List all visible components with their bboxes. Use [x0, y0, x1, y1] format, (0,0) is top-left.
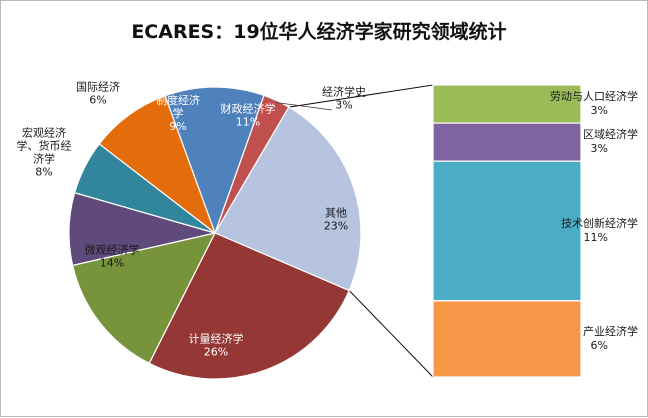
stacked-bar: [432, 84, 582, 378]
slice-percent: 26%: [204, 346, 228, 359]
slice-percent: 8%: [35, 166, 52, 179]
pie-slice: [148, 232, 350, 380]
data-labels: 财政经济学 11% 经济学史 3% 其他 23% 计量经济学 26% 微观经济学 14% 宏观经济学…: [17, 80, 639, 359]
bar-segment: [432, 300, 582, 378]
slice-label: 其他 23%: [324, 207, 348, 233]
connector-line-bottom: [348, 290, 434, 378]
bar-segment-label: 区域经济学 3%: [583, 127, 638, 155]
slice-percent: 3%: [335, 99, 352, 112]
connector-lines: [288, 84, 434, 378]
pie-slice: [164, 86, 265, 235]
bar-segment-percent: 3%: [591, 142, 608, 155]
slice-label: 计量经济学 26%: [189, 332, 244, 359]
bar-segment-percent: 6%: [591, 339, 608, 352]
bar-segment-label: 劳动与人口经济学 3%: [550, 89, 638, 117]
bar-segment: [432, 160, 582, 302]
bar-segment: [432, 122, 582, 162]
bar-segment: [432, 84, 582, 124]
pie-slice: [71, 232, 217, 365]
pie: [68, 86, 362, 380]
bar-segment-percent: 11%: [584, 231, 608, 244]
bar-segment-percent: 3%: [591, 104, 608, 117]
connector-line-top: [288, 84, 434, 108]
pie-slice: [214, 106, 362, 292]
slice-label: 宏观经济学、货币经济学 8%: [17, 126, 72, 179]
slice-label: 微观经济学 14%: [85, 243, 140, 270]
slice-label: 经济学史 3%: [322, 85, 366, 112]
slice-label: 财政经济学 11%: [221, 102, 276, 129]
slice-label: 制度经济学 9%: [156, 93, 200, 133]
bar-segment-label: 产业经济学 6%: [583, 324, 638, 352]
slice-percent: 6%: [89, 94, 106, 107]
slice-label: 国际经济 6%: [76, 80, 120, 107]
slice-percent: 23%: [324, 220, 348, 233]
label-leader-line: [275, 102, 333, 111]
slice-percent: 11%: [236, 116, 260, 129]
slice-percent: 9%: [169, 120, 186, 133]
slice-percent: 14%: [100, 257, 124, 270]
chart-title: ECARES：19位华人经济学家研究领域统计: [131, 20, 506, 43]
pie-slice: [98, 95, 217, 235]
bar-segment-label: 技术创新经济学 11%: [561, 216, 638, 244]
